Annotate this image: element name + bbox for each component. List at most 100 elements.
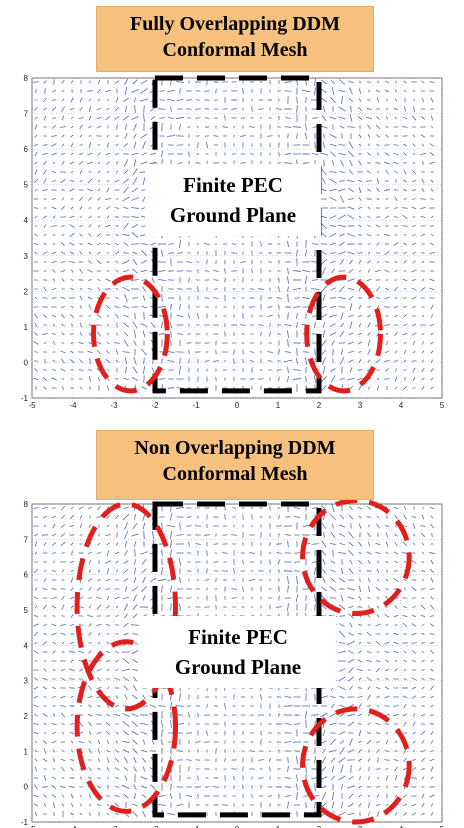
- vector-arrow: [338, 757, 346, 763]
- vector-arrow: [368, 386, 370, 390]
- vector-arrow: [420, 749, 426, 753]
- vector-arrow: [431, 803, 433, 807]
- vector-arrow: [348, 605, 354, 609]
- vector-arrow: [51, 143, 57, 147]
- vector-arrow: [375, 623, 381, 627]
- vector-arrow: [278, 304, 280, 310]
- vector-arrow: [338, 116, 346, 120]
- vector-arrow: [33, 704, 39, 708]
- vector-arrow: [78, 341, 84, 345]
- vector-arrow: [151, 739, 155, 745]
- vector-arrow: [115, 659, 119, 663]
- vector-arrow: [79, 515, 83, 519]
- vector-arrow: [105, 534, 111, 536]
- vector-arrow: [51, 623, 57, 627]
- vector-arrow: [430, 387, 434, 389]
- vector-arrow: [106, 161, 110, 165]
- vector-arrow: [357, 506, 363, 510]
- vector-arrow: [106, 171, 110, 173]
- vector-arrow: [421, 188, 425, 192]
- vector-arrow: [179, 88, 181, 94]
- vector-arrow: [403, 668, 407, 672]
- vector-arrow: [384, 359, 390, 363]
- vector-arrow: [403, 578, 407, 582]
- vector-arrow: [88, 332, 92, 336]
- vector-arrow: [106, 766, 110, 772]
- vector-arrow: [114, 106, 120, 112]
- vector-arrow: [430, 766, 434, 772]
- vector-arrow: [321, 540, 327, 548]
- vector-arrow: [150, 152, 156, 156]
- y-tick-label: 2: [24, 287, 29, 296]
- vector-arrow: [123, 756, 129, 764]
- vector-arrow: [34, 758, 38, 762]
- vector-arrow: [105, 560, 111, 564]
- vector-arrow: [114, 305, 120, 309]
- vector-arrow: [160, 321, 164, 329]
- vector-arrow: [384, 668, 390, 672]
- vector-arrow: [393, 714, 399, 716]
- vector-arrow: [115, 812, 119, 816]
- vector-arrow: [394, 170, 398, 174]
- vector-arrow: [169, 701, 173, 711]
- vector-arrow: [232, 516, 236, 518]
- vector-arrow: [224, 775, 226, 781]
- vector-arrow: [167, 98, 175, 102]
- vector-arrow: [87, 551, 93, 555]
- vector-arrow: [358, 215, 362, 219]
- vector-arrow: [385, 108, 389, 110]
- vector-arrow: [87, 296, 93, 300]
- vector-arrow: [260, 532, 262, 538]
- vector-arrow: [250, 117, 254, 119]
- vector-arrow: [269, 802, 271, 808]
- vector-arrow: [88, 135, 92, 137]
- vector-arrow: [384, 614, 390, 618]
- vector-arrow: [357, 341, 363, 345]
- vector-arrow: [150, 242, 156, 246]
- vector-arrow: [278, 286, 280, 292]
- vector-arrow: [71, 550, 73, 556]
- vector-arrow: [330, 542, 336, 546]
- vector-arrow: [393, 759, 399, 761]
- vector-arrow: [70, 507, 74, 509]
- vector-arrow: [60, 260, 66, 264]
- vector-arrow: [367, 260, 371, 264]
- vector-arrow: [69, 642, 75, 644]
- vector-arrow: [204, 270, 210, 272]
- vector-arrow: [422, 551, 424, 555]
- vector-arrow: [97, 179, 101, 183]
- vector-arrow: [393, 705, 399, 707]
- vector-arrow: [51, 170, 57, 174]
- vector-arrow: [376, 811, 380, 817]
- vector-arrow: [131, 152, 139, 156]
- vector-arrow: [412, 180, 416, 182]
- vector-arrow: [78, 279, 84, 281]
- vector-arrow: [60, 126, 66, 128]
- vector-arrow: [34, 749, 38, 753]
- vector-arrow: [122, 286, 130, 292]
- vector-arrow: [78, 506, 84, 510]
- vector-arrow: [88, 740, 92, 744]
- vector-arrow: [320, 285, 328, 293]
- vector-arrow: [51, 794, 57, 798]
- vector-arrow: [323, 141, 325, 149]
- vector-arrow: [284, 387, 292, 389]
- vector-arrow: [123, 331, 129, 337]
- vector-arrow: [384, 81, 390, 83]
- vector-arrow: [106, 260, 110, 264]
- vector-arrow: [105, 722, 111, 726]
- vector-arrow: [403, 89, 407, 93]
- vector-arrow: [43, 207, 47, 209]
- vector-arrow: [394, 668, 398, 672]
- vector-arrow: [87, 161, 93, 165]
- vector-arrow: [430, 215, 434, 219]
- vector-arrow: [224, 596, 226, 600]
- vector-arrow: [133, 357, 137, 365]
- vector-arrow: [106, 703, 110, 709]
- vector-arrow: [195, 525, 201, 527]
- y-tick-label: 7: [24, 535, 29, 544]
- vector-arrow: [376, 187, 380, 193]
- vector-arrow: [115, 288, 119, 290]
- vector-arrow: [331, 503, 335, 513]
- vector-arrow: [314, 801, 316, 809]
